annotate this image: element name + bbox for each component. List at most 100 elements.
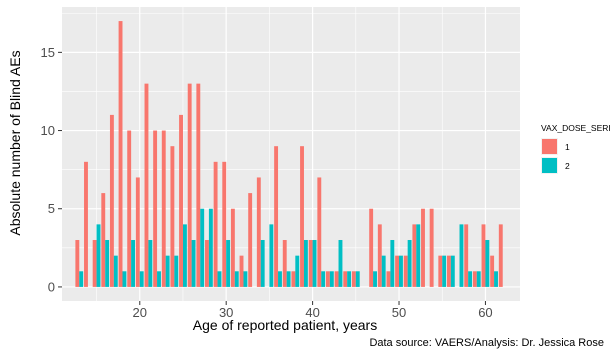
bar-series-1-age-60: [481, 224, 486, 287]
bar-series-1-age-53: [421, 208, 425, 287]
bar-series-1-age-34: [256, 177, 261, 287]
bar-series-1-age-32: [239, 255, 244, 287]
bar-series-1-age-45: [351, 271, 356, 287]
bar-series-2-age-35: [269, 224, 274, 287]
legend: VAX_DOSE_SERIES 1 2: [541, 123, 610, 174]
bar-series-2-age-31: [234, 271, 239, 287]
bar-series-1-age-19: [127, 130, 132, 287]
bar-series-1-age-39: [300, 146, 304, 287]
bar-series-1-age-17: [109, 114, 114, 287]
bar-series-1-age-56: [446, 255, 451, 287]
legend-label-1: 1: [565, 142, 570, 152]
bar-series-1-age-24: [170, 146, 175, 287]
axis-tick-labels: 20 30 40 50 60 0 5 10 15: [41, 45, 493, 320]
bar-series-1-age-28: [205, 240, 209, 287]
bar-series-2-age-45: [355, 271, 360, 287]
bar-series-1-age-59: [472, 271, 477, 287]
bar-series-2-age-20: [139, 271, 144, 287]
bar-series-2-age-43: [338, 240, 343, 287]
legend-title: VAX_DOSE_SERIES: [541, 123, 610, 133]
y-tick-label: 10: [41, 123, 55, 138]
bar-series-1-age-22: [153, 130, 158, 287]
bar-series-2-age-61: [494, 271, 498, 287]
bar-series-1-age-61: [490, 255, 495, 287]
legend-swatch-2: [542, 158, 557, 173]
bar-series-2-age-23: [165, 255, 170, 287]
bar-series-1-age-52: [412, 224, 417, 287]
bar-series-2-age-57: [459, 224, 464, 287]
bar-series-2-age-39: [303, 240, 308, 287]
bar-series-1-age-31: [230, 208, 235, 287]
bar-series-2-age-28: [208, 208, 213, 287]
bar-series-1-age-30: [222, 161, 227, 287]
bar-series-1-age-62: [498, 224, 503, 287]
bars-layer: [75, 21, 503, 287]
legend-swatch-1: [542, 139, 557, 154]
bar-series-1-age-54: [429, 208, 434, 287]
bar-series-2-age-40: [312, 240, 317, 287]
bar-series-1-age-25: [179, 114, 183, 287]
bar-series-2-age-37: [286, 271, 291, 287]
y-tick-label: 5: [48, 201, 55, 216]
x-tick-label: 60: [478, 305, 492, 320]
bar-series-2-age-26: [191, 240, 196, 287]
bar-series-1-age-29: [213, 161, 218, 287]
bar-series-2-age-44: [347, 271, 352, 287]
bar-series-2-age-38: [295, 255, 300, 287]
y-axis-label: Absolute number of Blind AEs: [7, 50, 23, 235]
bar-series-1-age-55: [438, 255, 443, 287]
bar-series-1-age-49: [386, 271, 391, 287]
bar-series-1-age-48: [377, 224, 382, 287]
bar-series-2-age-34: [260, 240, 265, 287]
bar-series-2-age-59: [476, 271, 481, 287]
bar-series-1-age-51: [403, 255, 408, 287]
bar-series-2-age-29: [217, 271, 222, 287]
bar-series-1-age-37: [282, 240, 287, 287]
bar-series-1-age-23: [161, 130, 166, 287]
bar-series-1-age-21: [144, 83, 149, 287]
bar-series-1-age-58: [464, 224, 469, 287]
bar-series-2-age-32: [243, 271, 248, 287]
bar-series-1-age-14: [84, 161, 88, 287]
bar-series-1-age-40: [308, 240, 313, 287]
bar-series-2-age-25: [182, 224, 187, 287]
y-tick-label: 15: [41, 45, 55, 60]
x-tick-label: 30: [219, 305, 233, 320]
bar-series-1-age-20: [135, 177, 140, 287]
bar-series-2-age-41: [321, 271, 326, 287]
chart-caption: Data source: VAERS/Analysis: Dr. Jessica…: [369, 337, 604, 349]
bar-series-2-age-17: [113, 255, 118, 287]
bar-series-2-age-50: [399, 255, 403, 287]
bar-series-2-age-21: [148, 240, 153, 287]
x-tick-label: 50: [392, 305, 406, 320]
y-tick-label: 0: [48, 279, 55, 294]
bar-series-1-age-42: [326, 271, 330, 287]
bar-series-2-age-55: [442, 255, 447, 287]
bar-series-1-age-33: [248, 193, 253, 287]
bar-series-2-age-51: [407, 240, 412, 287]
x-tick-label: 40: [305, 305, 319, 320]
x-tick-label: 20: [133, 305, 147, 320]
bar-series-2-age-52: [416, 224, 421, 287]
bar-series-2-age-24: [174, 255, 179, 287]
bar-series-2-age-16: [105, 240, 110, 287]
legend-label-2: 2: [565, 161, 570, 171]
bar-series-2-age-30: [226, 240, 231, 287]
bar-series-1-age-47: [369, 208, 374, 287]
bar-series-1-age-36: [274, 146, 279, 287]
bar-series-2-age-36: [278, 271, 282, 287]
bar-series-2-age-13: [79, 271, 84, 287]
bar-series-2-age-27: [200, 208, 205, 287]
bar-series-2-age-18: [122, 271, 127, 287]
bar-series-1-age-15: [92, 240, 97, 287]
bar-series-2-age-22: [157, 271, 161, 287]
bar-series-2-age-48: [381, 255, 386, 287]
bar-series-1-age-26: [187, 83, 192, 287]
minor-gridlines: [62, 7, 520, 301]
bar-series-1-age-50: [395, 255, 400, 287]
bar-series-2-age-15: [96, 224, 101, 287]
bar-series-2-age-47: [373, 271, 377, 287]
bar-series-1-age-44: [343, 271, 348, 287]
